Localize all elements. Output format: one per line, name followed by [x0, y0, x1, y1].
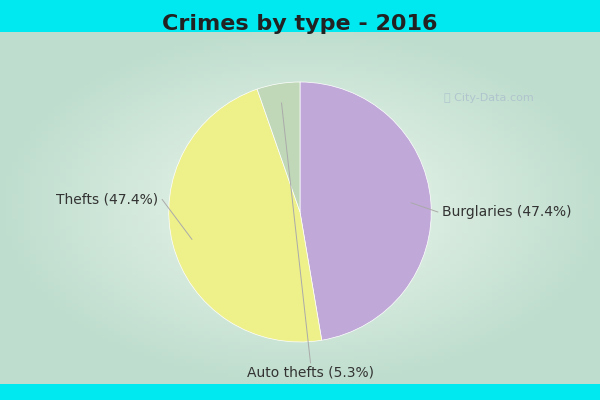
Text: Burglaries (47.4%): Burglaries (47.4%): [442, 205, 571, 219]
Wedge shape: [257, 82, 300, 212]
Wedge shape: [300, 82, 431, 340]
Wedge shape: [169, 89, 322, 342]
Text: Auto thefts (5.3%): Auto thefts (5.3%): [247, 366, 374, 380]
Text: Thefts (47.4%): Thefts (47.4%): [56, 192, 158, 206]
Text: Crimes by type - 2016: Crimes by type - 2016: [162, 14, 438, 34]
Text: ⓘ City-Data.com: ⓘ City-Data.com: [445, 93, 534, 103]
